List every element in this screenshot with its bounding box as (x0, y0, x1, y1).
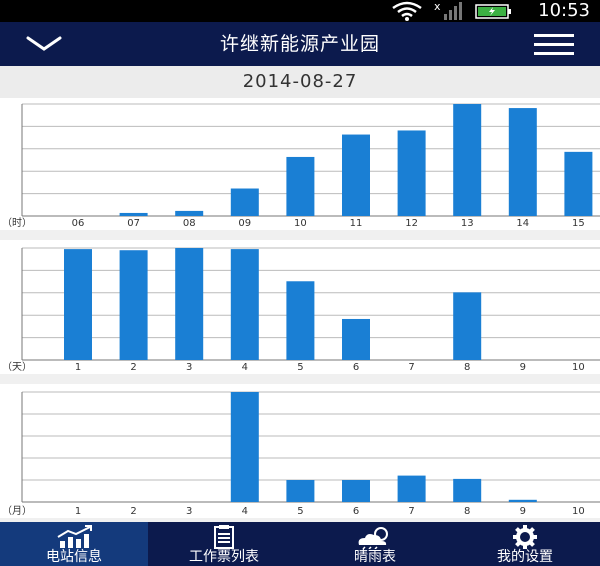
tab-label: 晴雨表 (354, 549, 396, 565)
x-tick-label: 10 (294, 218, 307, 229)
bar (453, 104, 482, 216)
bar (564, 151, 593, 216)
bar (508, 499, 537, 502)
menu-button[interactable] (532, 32, 576, 58)
unit-label: （月） (2, 505, 32, 517)
x-tick-label: 15 (572, 218, 585, 229)
bar (453, 292, 482, 360)
x-tick-label: 14 (516, 218, 529, 229)
app-header: 许继新能源产业园 (0, 22, 600, 66)
bar (119, 250, 148, 360)
bar (342, 134, 370, 216)
bottom-tab-bar: 电站信息 工作票列表 晴雨表 我的设置 (0, 522, 600, 566)
signal-icon: x (434, 0, 462, 20)
x-tick-label: 2 (130, 506, 136, 517)
chevron-down-icon (26, 36, 62, 51)
x-tick-label: 3 (186, 362, 192, 373)
monthly-chart-svg: 1 2 3 4 5 6 7 8 9 10 （月） (2, 391, 600, 517)
x-tick-label: 3 (186, 506, 192, 517)
tab-work-tickets[interactable]: 工作票列表 (148, 522, 300, 566)
tab-label: 我的设置 (497, 549, 553, 565)
x-tick-label: 5 (297, 506, 303, 517)
x-tick-label: 10 (572, 362, 585, 373)
x-tick-label: 4 (242, 362, 248, 373)
back-button[interactable] (22, 32, 66, 56)
hourly-chart-svg: 06 07 08 09 10 11 12 13 14 15 （时） (2, 103, 600, 229)
bar (64, 249, 92, 360)
x-tick-label: 07 (127, 218, 140, 229)
x-tick-label: 1 (75, 506, 81, 517)
bar (175, 210, 204, 216)
bar (286, 480, 315, 502)
chart-icon (57, 525, 92, 548)
x-tick-label: 1 (75, 362, 81, 373)
tab-label: 工作票列表 (189, 549, 259, 565)
x-tick-label: 6 (353, 506, 359, 517)
x-tick-label: 5 (297, 362, 303, 373)
battery-icon (475, 4, 511, 19)
bar (508, 108, 537, 216)
x-tick-label: 4 (242, 506, 248, 517)
tab-weather[interactable]: 晴雨表 (300, 522, 450, 566)
page-title: 许继新能源产业园 (219, 33, 380, 55)
unit-label: （天） (2, 361, 32, 373)
x-tick-label: 8 (464, 506, 470, 517)
bar (286, 281, 315, 360)
x-tick-label: 7 (408, 506, 414, 517)
bar (342, 480, 370, 502)
status-bar: x 10:53 (0, 0, 600, 22)
bar (397, 130, 426, 216)
x-tick-label: 12 (405, 218, 418, 229)
x-tick-label: 2 (130, 362, 136, 373)
bar (453, 478, 482, 502)
weather-cloud-icon (358, 527, 388, 549)
x-tick-label: 11 (350, 218, 363, 229)
menu-icon (534, 34, 574, 55)
x-tick-label: 13 (461, 218, 474, 229)
x-tick-label: 7 (408, 362, 414, 373)
daily-chart-svg: 1 2 3 4 5 6 7 8 9 10 （天） (2, 247, 600, 373)
x-tick-label: 6 (353, 362, 359, 373)
monthly-chart: 1 2 3 4 5 6 7 8 9 10 （月） (0, 384, 600, 518)
bar (230, 392, 259, 502)
x-tick-label: 8 (464, 362, 470, 373)
clock-time: 10:53 (538, 0, 590, 21)
wifi-icon (392, 1, 422, 21)
bar (175, 248, 204, 360)
bar (119, 212, 148, 216)
x-tick-label: 09 (238, 218, 251, 229)
tab-settings[interactable]: 我的设置 (450, 522, 600, 566)
x-tick-label: 06 (72, 218, 85, 229)
x-tick-label: 9 (520, 506, 526, 517)
x-tick-label: 9 (520, 362, 526, 373)
unit-label: （时） (2, 217, 32, 229)
bar (342, 318, 370, 360)
bar (286, 156, 315, 216)
x-tick-label: 10 (572, 506, 585, 517)
gear-icon (513, 525, 537, 549)
tab-label: 电站信息 (46, 549, 102, 565)
date-label: 2014-08-27 (0, 66, 600, 98)
bar (230, 188, 259, 216)
bar (230, 249, 259, 360)
clipboard-icon (214, 525, 234, 549)
daily-chart: 1 2 3 4 5 6 7 8 9 10 （天） (0, 240, 600, 374)
x-tick-label: 08 (183, 218, 196, 229)
hourly-chart: 06 07 08 09 10 11 12 13 14 15 （时） (0, 98, 600, 230)
svg-text:x: x (434, 0, 441, 13)
tab-station-info[interactable]: 电站信息 (0, 522, 148, 566)
bar (397, 475, 426, 502)
